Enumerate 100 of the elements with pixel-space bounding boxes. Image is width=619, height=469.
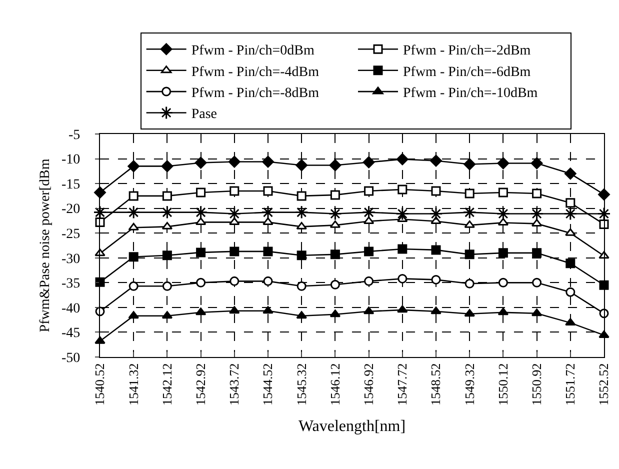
point bbox=[294, 206, 308, 220]
point bbox=[95, 217, 105, 227]
point bbox=[599, 219, 609, 229]
point bbox=[431, 186, 441, 196]
point bbox=[564, 207, 578, 221]
y-tick-label: -15 bbox=[62, 177, 80, 192]
point bbox=[464, 309, 475, 317]
point bbox=[498, 278, 508, 288]
point bbox=[263, 276, 273, 286]
point bbox=[532, 248, 542, 258]
point bbox=[429, 207, 443, 221]
point bbox=[431, 274, 441, 284]
point bbox=[464, 158, 476, 170]
y-axis-title: Pfwm&Pase noise power[dBm bbox=[38, 158, 54, 332]
point bbox=[597, 207, 611, 221]
y-tick-label: -20 bbox=[62, 202, 80, 218]
point bbox=[128, 160, 140, 172]
point bbox=[530, 207, 544, 221]
point bbox=[464, 250, 474, 260]
point bbox=[532, 278, 542, 288]
point bbox=[262, 306, 274, 314]
x-axis-title: Wavelength[nm] bbox=[298, 418, 406, 436]
point bbox=[464, 188, 474, 198]
point bbox=[194, 206, 208, 220]
point bbox=[296, 250, 306, 260]
point bbox=[161, 160, 174, 172]
point bbox=[196, 188, 206, 198]
point bbox=[599, 280, 609, 290]
point bbox=[230, 246, 240, 256]
point bbox=[564, 168, 576, 180]
legend-label: Pfwm - Pin/ch=0dBm bbox=[191, 44, 314, 59]
y-tick-label: -30 bbox=[62, 252, 80, 267]
point bbox=[329, 159, 342, 172]
point bbox=[296, 311, 307, 319]
x-tick-label: 1542.92 bbox=[193, 363, 208, 406]
point bbox=[162, 250, 172, 260]
point bbox=[296, 281, 306, 291]
point bbox=[128, 252, 138, 262]
point bbox=[263, 246, 273, 256]
y-tick-label: -35 bbox=[62, 276, 80, 292]
x-tick-label: 1542.12 bbox=[159, 363, 174, 406]
x-tick-label: 1546.92 bbox=[361, 363, 376, 406]
y-tick-label: -10 bbox=[62, 152, 80, 168]
point bbox=[565, 318, 576, 326]
point bbox=[262, 217, 274, 225]
point bbox=[128, 222, 139, 230]
x-tick-label: 1548.52 bbox=[428, 363, 444, 406]
point bbox=[430, 306, 442, 314]
y-tick-label: -5 bbox=[68, 128, 80, 143]
point bbox=[362, 156, 375, 168]
y-tick-label: -40 bbox=[62, 301, 80, 316]
point bbox=[464, 220, 475, 228]
point bbox=[464, 278, 474, 288]
point bbox=[362, 206, 376, 220]
point bbox=[532, 188, 542, 198]
point bbox=[93, 206, 107, 220]
point bbox=[328, 207, 342, 221]
x-tick-label: 1541.32 bbox=[126, 363, 141, 406]
x-tick-label: 1547.72 bbox=[394, 363, 410, 406]
point bbox=[398, 184, 408, 194]
x-tick-label: 1552.52 bbox=[596, 363, 612, 406]
point bbox=[530, 157, 543, 170]
x-tick-label: 1550.12 bbox=[495, 363, 510, 406]
x-tick-label: 1540.52 bbox=[92, 363, 108, 406]
point bbox=[230, 186, 240, 196]
point bbox=[261, 206, 275, 220]
point bbox=[128, 311, 139, 319]
point bbox=[296, 191, 306, 201]
point bbox=[196, 278, 206, 288]
point bbox=[396, 153, 408, 166]
point bbox=[229, 217, 240, 225]
point bbox=[228, 207, 242, 221]
point bbox=[498, 248, 508, 258]
point bbox=[263, 186, 273, 196]
legend-label: Pfwm - Pin/ch=-2dBm bbox=[403, 44, 531, 59]
y-tick-label: -50 bbox=[62, 350, 80, 366]
x-tick-label: 1545.32 bbox=[294, 363, 309, 406]
point bbox=[229, 306, 240, 314]
point bbox=[496, 207, 510, 221]
point bbox=[296, 159, 308, 172]
point bbox=[330, 250, 340, 260]
point bbox=[430, 154, 442, 167]
legend-label: Pfwm - Pin/ch=-10dBm bbox=[403, 86, 538, 101]
point bbox=[497, 157, 510, 170]
x-tick-label: 1550.92 bbox=[529, 363, 544, 406]
point bbox=[162, 191, 172, 201]
point bbox=[397, 305, 408, 313]
point bbox=[228, 156, 240, 168]
legend-label: Pfwm - Pin/ch=-6dBm bbox=[403, 64, 531, 80]
point bbox=[462, 206, 476, 220]
point bbox=[396, 207, 410, 221]
point bbox=[566, 258, 576, 268]
point bbox=[330, 280, 340, 290]
x-tick-label: 1544.52 bbox=[260, 363, 276, 406]
point bbox=[364, 246, 374, 256]
x-tick-label: 1549.32 bbox=[462, 363, 477, 406]
point bbox=[128, 281, 138, 291]
point bbox=[330, 190, 340, 200]
legend-label: Pfwm - Pin/ch=-8dBm bbox=[191, 86, 320, 101]
x-tick-label: 1546.12 bbox=[327, 363, 342, 406]
